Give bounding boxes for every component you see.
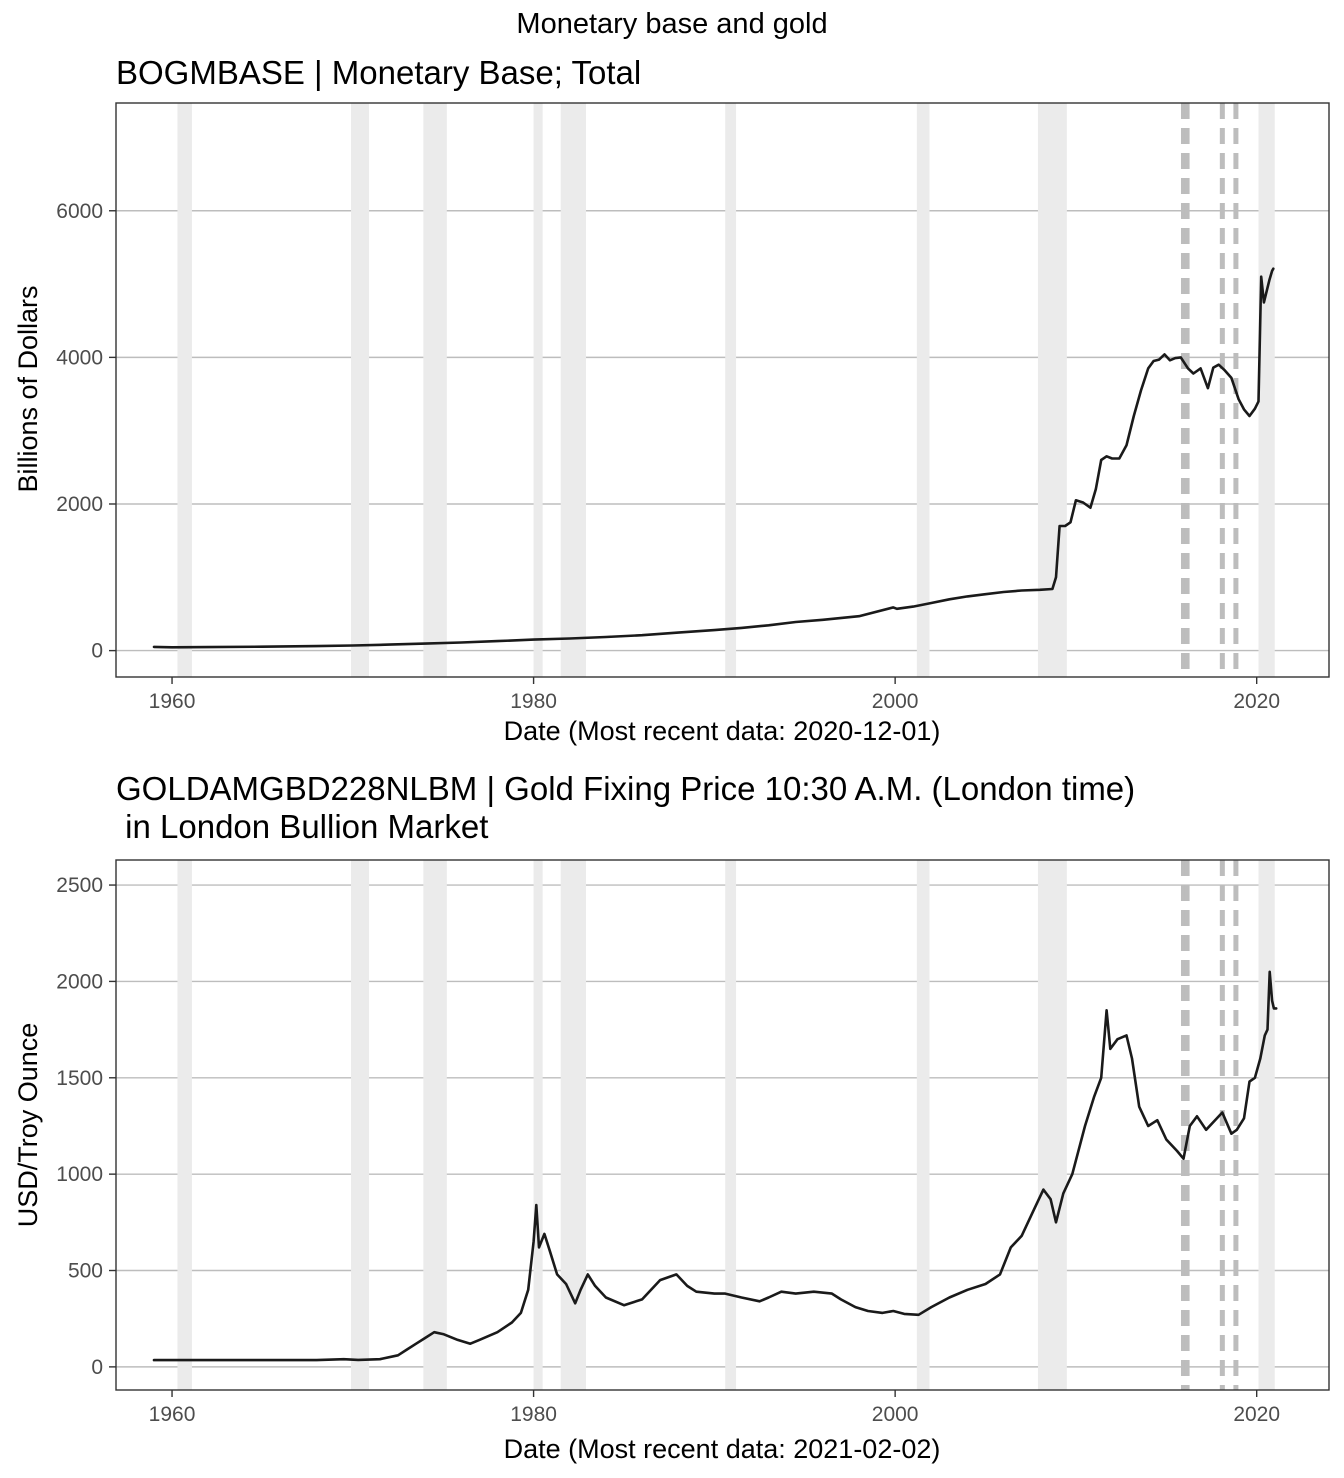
monetary-base-panel: BOGMBASE | Monetary Base; Total 1960 1980… [13, 54, 1330, 746]
gold-price-recession-band-5 [560, 860, 587, 1390]
gold-price-recession-band-9 [1258, 860, 1275, 1390]
gold-price-y-axis-label: USD/Troy Ounce [13, 1023, 43, 1228]
monetary-base-x-axis-label: Date (Most recent data: 2020-12-01) [504, 716, 941, 746]
gold-price-recession-band-6 [725, 860, 737, 1390]
monetary-base-recession-band-3 [423, 103, 447, 677]
gold-price-y-tick-label-2500: 2500 [56, 874, 103, 897]
monetary-base-panel-border [115, 102, 1330, 678]
monetary-base-recession-band-4 [533, 103, 543, 677]
monetary-base-x-tick-label-2000: 2000 [872, 690, 919, 713]
monetary-base-x-axis: 1960 1980 2000 2020 [149, 677, 1280, 713]
gold-price-y-tick-label-1500: 1500 [56, 1067, 103, 1090]
gold-price-event-lines [1180, 860, 1239, 1390]
gold-price-y-tick-label-2000: 2000 [56, 970, 103, 993]
monetary-base-series [152, 267, 1275, 649]
gold-price-series [152, 970, 1278, 1362]
monetary-base-x-tick-label-1960: 1960 [149, 690, 196, 713]
monetary-base-recession-bands [177, 103, 1275, 677]
monetary-base-recession-band-5 [560, 103, 587, 677]
monetary-base-recession-band-2 [351, 103, 370, 677]
gold-price-y-axis: 0 500 1000 1500 2000 2500 [56, 874, 116, 1379]
monetary-base-recession-band-8 [1037, 103, 1067, 677]
gold-price-x-axis: 1960 1980 2000 2020 [149, 1390, 1280, 1426]
monetary-base-recession-band-6 [725, 103, 737, 677]
gold-price-recession-band-2 [351, 860, 370, 1390]
monetary-base-x-tick-label-2020: 2020 [1233, 690, 1280, 713]
gold-price-y-tick-label-500: 500 [68, 1260, 103, 1283]
gold-price-recession-band-7 [916, 860, 930, 1390]
gold-price-series-line [152, 970, 1278, 1362]
gold-price-grid [116, 884, 1329, 1368]
gold-price-chart-title: GOLDAMGBD228NLBM | Gold Fixing Price 10:… [116, 770, 1144, 845]
gold-price-recession-band-1 [177, 860, 192, 1390]
monetary-base-y-tick-label-4000: 4000 [56, 346, 103, 369]
gold-price-x-tick-label-1980: 1980 [510, 1403, 557, 1426]
gold-price-y-tick-label-0: 0 [91, 1356, 103, 1379]
monetary-base-recession-band-7 [916, 103, 930, 677]
gold-price-chart-title-line-1: GOLDAMGBD228NLBM | Gold Fixing Price 10:… [116, 770, 1135, 807]
monetary-base-y-axis-label: Billions of Dollars [13, 285, 43, 492]
gold-price-recession-band-8 [1037, 860, 1067, 1390]
monetary-base-x-tick-label-1980: 1980 [510, 690, 557, 713]
gold-price-recession-band-3 [423, 860, 447, 1390]
monetary-base-y-tick-label-2000: 2000 [56, 493, 103, 516]
figure-title: Monetary base and gold [516, 8, 827, 40]
monetary-base-recession-band-9 [1258, 103, 1275, 677]
gold-price-x-tick-label-2000: 2000 [872, 1403, 919, 1426]
monetary-base-y-tick-label-6000: 6000 [56, 200, 103, 223]
monetary-base-chart-title: BOGMBASE | Monetary Base; Total [116, 54, 641, 91]
gold-price-chart-title-line-2: in London Bullion Market [116, 808, 488, 845]
monetary-base-y-tick-label-0: 0 [91, 640, 103, 663]
gold-price-panel-border [115, 859, 1330, 1391]
gold-price-panel: GOLDAMGBD228NLBM | Gold Fixing Price 10:… [13, 770, 1330, 1464]
monetary-base-recession-band-1 [177, 103, 192, 677]
monetary-base-event-lines [1180, 103, 1239, 677]
gold-price-y-tick-label-1000: 1000 [56, 1163, 103, 1186]
gold-price-recession-band-4 [533, 860, 543, 1390]
gold-price-recession-bands [177, 860, 1275, 1390]
monetary-base-y-axis: 0 2000 4000 6000 [56, 200, 116, 663]
gold-price-x-tick-label-1960: 1960 [149, 1403, 196, 1426]
gold-price-x-axis-label: Date (Most recent data: 2021-02-02) [504, 1434, 941, 1464]
monetary-base-series-line [152, 267, 1275, 649]
gold-price-x-tick-label-2020: 2020 [1233, 1403, 1280, 1426]
monetary-base-grid [116, 210, 1329, 652]
